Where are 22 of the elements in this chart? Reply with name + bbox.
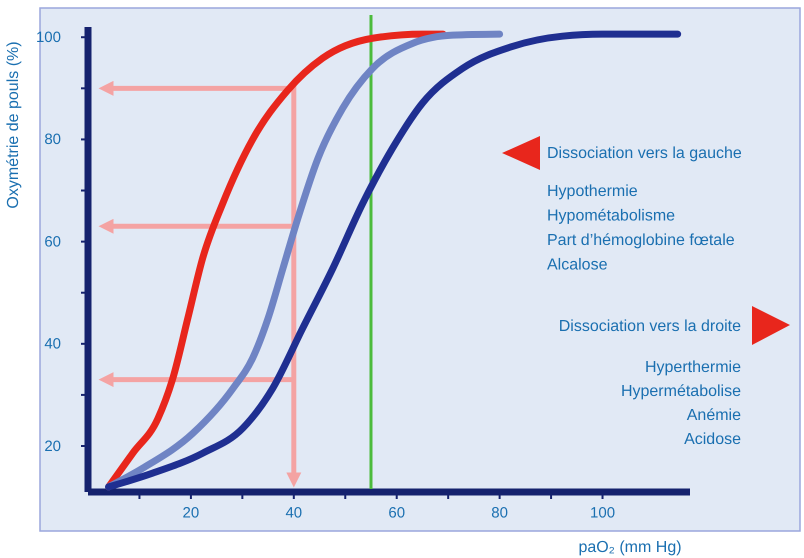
annotation: Hypothermie <box>547 183 638 200</box>
y-tick-label: 60 <box>44 233 61 250</box>
annotation: Dissociation vers la gauche <box>547 145 742 162</box>
annotation: Hyperthermie <box>644 359 742 376</box>
x-tick-label: 60 <box>388 504 406 522</box>
y-tick-label: 80 <box>44 131 61 148</box>
annotation: Acidose <box>684 431 742 448</box>
y-tick-label: 20 <box>44 438 61 455</box>
annotation: Dissociation vers la droite <box>558 318 742 335</box>
x-tick-label: 80 <box>491 504 508 522</box>
x-axis-title: paO₂ (mm Hg) <box>578 539 682 556</box>
annotation: Anémie <box>686 407 742 424</box>
x-tick-label: 20 <box>182 504 200 522</box>
annotation: Alcalose <box>547 256 608 274</box>
x-tick-label: 40 <box>285 504 302 522</box>
annotation: Hypométabolisme <box>547 208 676 224</box>
y-tick-label: 40 <box>44 336 61 353</box>
annotation: Hypermétabolise <box>620 383 742 400</box>
y-tick-label: 100 <box>36 29 61 46</box>
annotation: Part d’hémoglobine fœtale <box>547 232 735 249</box>
x-tick-label: 100 <box>590 504 616 522</box>
y-axis-title: Oxymétrie de pouls (%) <box>5 41 22 209</box>
